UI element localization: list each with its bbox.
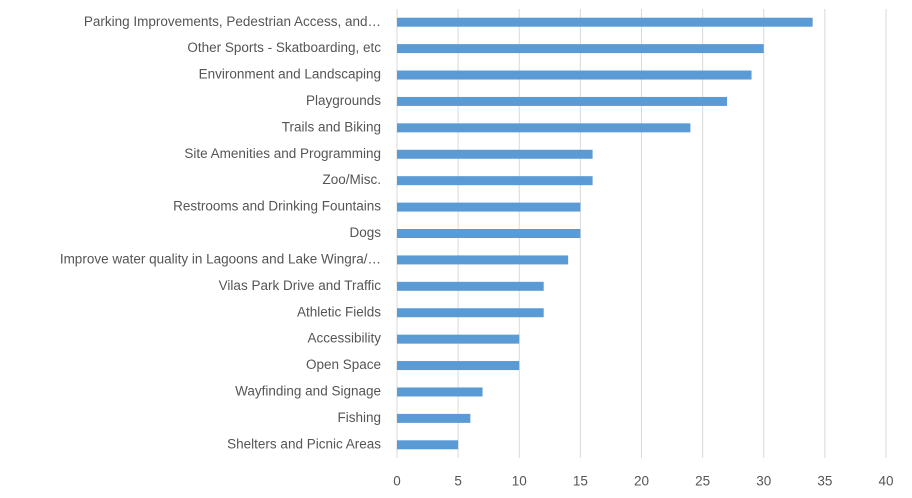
y-tick-label: Open Space: [306, 357, 381, 372]
y-tick-label: Site Amenities and Programming: [184, 146, 381, 161]
x-tick-label: 5: [454, 474, 462, 489]
bar: [397, 281, 544, 291]
x-tick-label: 35: [817, 474, 832, 489]
bar: [397, 176, 593, 186]
bar: [397, 361, 520, 371]
y-tick-label: Fishing: [337, 410, 381, 425]
bar: [397, 413, 471, 423]
y-tick-label: Improve water quality in Lagoons and Lak…: [60, 251, 381, 266]
x-tick-label: 25: [695, 474, 710, 489]
x-tick-label: 0: [393, 474, 401, 489]
bar: [397, 44, 764, 54]
y-tick-label: Vilas Park Drive and Traffic: [219, 278, 382, 293]
bar: [397, 334, 520, 344]
y-tick-label: Trails and Biking: [282, 119, 381, 134]
x-tick-label: 10: [512, 474, 527, 489]
x-tick-label: 30: [756, 474, 771, 489]
bar: [397, 149, 593, 159]
bar: [397, 17, 813, 27]
bar: [397, 308, 544, 318]
y-tick-label: Shelters and Picnic Areas: [227, 436, 381, 451]
x-tick-label: 40: [878, 474, 893, 489]
bar: [397, 440, 459, 450]
y-tick-label: Accessibility: [307, 331, 381, 346]
y-tick-label: Dogs: [349, 225, 381, 240]
bar: [397, 96, 728, 106]
bar: [397, 255, 569, 265]
bar: [397, 202, 581, 212]
x-tick-label: 15: [573, 474, 588, 489]
bar: [397, 70, 752, 80]
y-tick-label: Parking Improvements, Pedestrian Access,…: [84, 14, 381, 29]
bar: [397, 387, 483, 397]
y-tick-label: Zoo/Misc.: [322, 172, 381, 187]
y-tick-label: Wayfinding and Signage: [235, 384, 381, 399]
y-tick-label: Athletic Fields: [297, 304, 381, 319]
y-tick-label: Restrooms and Drinking Fountains: [173, 199, 381, 214]
y-tick-label: Playgrounds: [306, 93, 381, 108]
x-tick-label: 20: [634, 474, 649, 489]
y-tick-label: Other Sports - Skatboarding, etc: [187, 40, 381, 55]
y-tick-label: Environment and Landscaping: [199, 67, 381, 82]
bar: [397, 123, 691, 133]
bar: [397, 229, 581, 238]
